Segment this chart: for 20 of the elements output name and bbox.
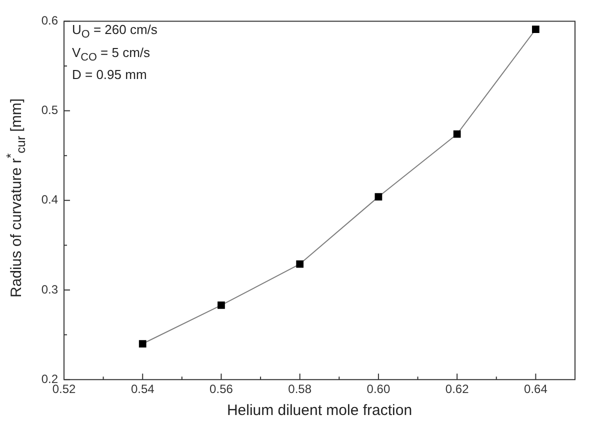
y-tick-label: 0.5 [41,103,58,118]
point [532,26,540,33]
x-tick-label: 0.60 [366,382,390,396]
x-tick-label: 0.56 [210,382,234,396]
y-tick-label: 0.4 [41,192,58,207]
x-tick-label: 0.62 [445,382,470,396]
y-tick-label: 0.6 [41,14,58,28]
point [453,130,461,138]
x-tick-label: 0.64 [524,382,548,396]
annotation: V$_{CO}$ = 5 cm/s [72,44,152,66]
annotation: D = 0.95 mm [72,66,148,84]
point [138,340,146,348]
point [218,302,225,309]
point [296,260,304,268]
x-axis-title: Helium diluent mole fraction [226,402,412,420]
point [374,193,382,200]
y-tick-label: 0.3 [41,282,58,296]
x-tick-label: 0.58 [288,382,312,396]
x-tick-label: 0.54 [130,382,155,396]
annotation: U$_{O}$ = 260 cm/s [72,21,158,43]
